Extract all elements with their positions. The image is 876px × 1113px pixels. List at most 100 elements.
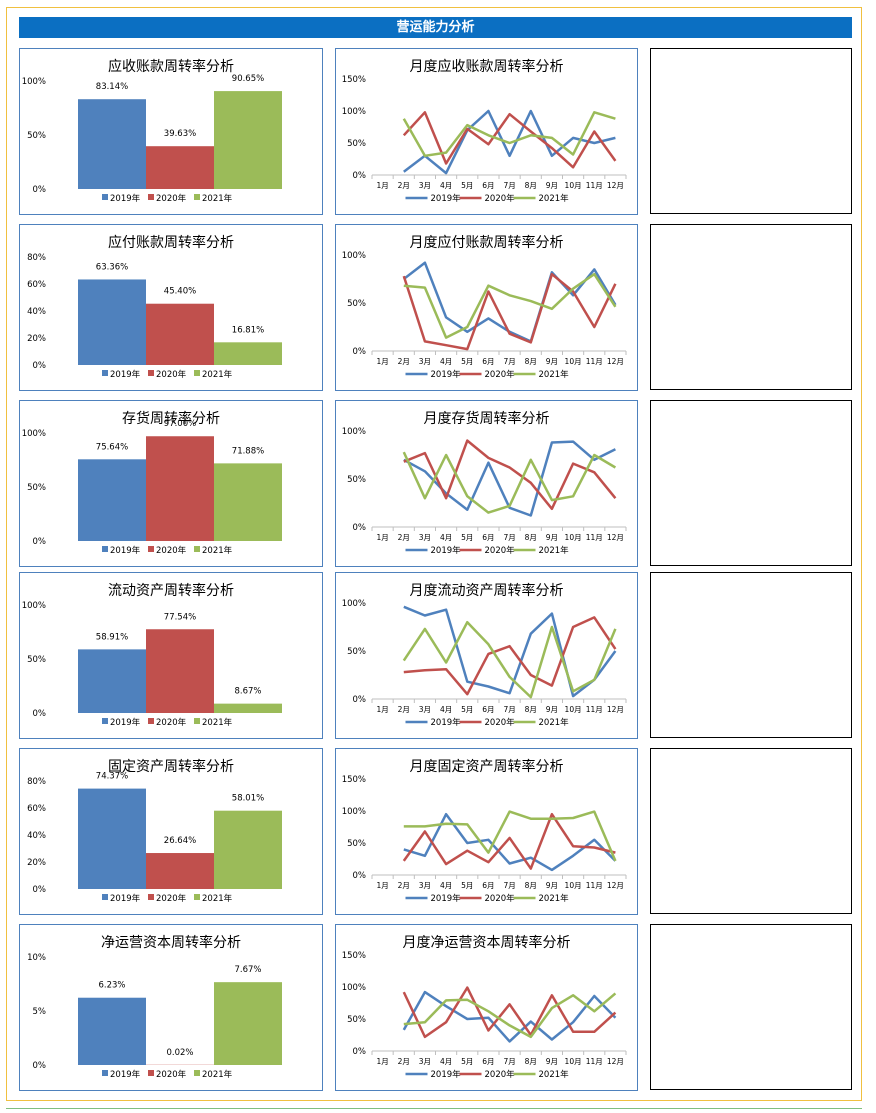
legend-label: 2021年 bbox=[202, 193, 233, 204]
bar bbox=[214, 91, 282, 189]
legend-label: 2020年 bbox=[156, 193, 187, 204]
chart-title: 流动资产周转率分析 bbox=[108, 582, 234, 599]
bar bbox=[214, 810, 282, 889]
x-tick-label: 11月 bbox=[586, 881, 603, 890]
line-chart: 月度流动资产周转率分析 0% 50% 100% 1月 2月 3月 4月 5月 6月 7月 8月 9月 10… bbox=[342, 582, 627, 728]
data-label: 45.40% bbox=[164, 287, 196, 297]
series-line-2021年 bbox=[402, 451, 617, 514]
legend-label: 2020年 bbox=[485, 1069, 516, 1080]
legend-label: 2020年 bbox=[485, 893, 516, 904]
y-tick-label: 50% bbox=[347, 299, 366, 309]
data-label: 71.88% bbox=[232, 446, 264, 456]
x-tick-label: 8月 bbox=[525, 357, 537, 366]
series-line-2019年 bbox=[403, 812, 617, 872]
x-tick-label: 2月 bbox=[398, 705, 410, 714]
legend-swatch bbox=[148, 1070, 154, 1076]
x-tick-label: 6月 bbox=[482, 533, 494, 542]
data-label: 6.23% bbox=[98, 981, 125, 991]
y-tick-label: 60% bbox=[27, 280, 46, 290]
legend-label: 2021年 bbox=[539, 545, 570, 556]
legend-swatch bbox=[102, 1070, 108, 1076]
x-tick-label: 7月 bbox=[503, 705, 515, 714]
x-tick-label: 6月 bbox=[482, 357, 494, 366]
x-tick-label: 8月 bbox=[525, 881, 537, 890]
empty-panel bbox=[650, 924, 852, 1090]
x-tick-label: 8月 bbox=[525, 181, 537, 190]
legend-swatch bbox=[148, 718, 154, 724]
legend-label: 2019年 bbox=[431, 893, 462, 904]
legend-label: 2019年 bbox=[431, 193, 462, 204]
data-label: 74.37% bbox=[96, 772, 128, 782]
chart-title: 月度净运营资本周转率分析 bbox=[403, 934, 571, 951]
bar bbox=[214, 982, 282, 1065]
series-line-2019年 bbox=[403, 261, 617, 343]
x-tick-label: 1月 bbox=[376, 705, 388, 714]
legend-label: 2021年 bbox=[202, 1069, 233, 1080]
data-label: 39.63% bbox=[164, 129, 196, 139]
x-tick-label: 1月 bbox=[376, 881, 388, 890]
y-tick-label: 50% bbox=[27, 655, 46, 665]
legend-swatch bbox=[194, 894, 200, 900]
y-tick-label: 100% bbox=[22, 77, 46, 87]
x-tick-label: 4月 bbox=[440, 533, 452, 542]
legend-label: 2020年 bbox=[156, 893, 187, 904]
chart-title: 月度应付账款周转率分析 bbox=[410, 234, 564, 251]
y-tick-label: 0% bbox=[33, 537, 47, 547]
bar bbox=[78, 649, 146, 713]
series-line-2020年 bbox=[403, 616, 617, 696]
y-tick-label: 100% bbox=[342, 807, 366, 817]
legend-label: 2019年 bbox=[110, 1069, 141, 1080]
x-tick-label: 4月 bbox=[440, 357, 452, 366]
data-label: 16.81% bbox=[232, 325, 264, 335]
legend-label: 2020年 bbox=[156, 717, 187, 728]
x-tick-label: 12月 bbox=[607, 705, 624, 714]
x-tick-label: 6月 bbox=[482, 881, 494, 890]
legend-label: 2019年 bbox=[110, 545, 141, 556]
y-tick-label: 20% bbox=[27, 334, 46, 344]
x-tick-label: 11月 bbox=[586, 705, 603, 714]
series-line-2021年 bbox=[402, 111, 616, 158]
dashboard-frame bbox=[6, 7, 862, 1101]
x-tick-label: 6月 bbox=[482, 1057, 494, 1066]
empty-panel bbox=[650, 48, 852, 214]
x-tick-label: 11月 bbox=[586, 533, 603, 542]
legend-label: 2021年 bbox=[202, 717, 233, 728]
series-line-2021年 bbox=[403, 992, 617, 1039]
legend-swatch bbox=[148, 894, 154, 900]
data-label: 83.14% bbox=[96, 82, 128, 92]
legend-swatch bbox=[148, 194, 154, 200]
data-label: 58.01% bbox=[232, 794, 264, 804]
x-tick-label: 9月 bbox=[546, 705, 558, 714]
bar-chart: 应收账款周转率分析 0% 50% 100% 83.14% 39.63% 90.65% 2019… bbox=[22, 58, 282, 204]
legend-label: 2021年 bbox=[539, 893, 570, 904]
legend-label: 2021年 bbox=[202, 893, 233, 904]
x-tick-label: 2月 bbox=[398, 533, 410, 542]
line-chart: 月度应收账款周转率分析 0% 50% 100% 150% 1月 2月 3月 4月 5月 6月 7月 8月… bbox=[342, 58, 627, 204]
series-line-2021年 bbox=[403, 810, 617, 862]
bar-chart-panel: 应付账款周转率分析 0% 20% 40% 60% 80% 63.36% 45.40% 16.81… bbox=[19, 224, 323, 391]
legend-label: 2020年 bbox=[156, 369, 187, 380]
line-chart-panel: 月度固定资产周转率分析 0% 50% 100% 150% 1月 2月 3月 4月 5月 6月 7月 8月… bbox=[335, 748, 638, 915]
y-tick-label: 0% bbox=[33, 185, 47, 195]
bar bbox=[78, 279, 146, 365]
x-tick-label: 9月 bbox=[546, 1057, 558, 1066]
x-tick-label: 8月 bbox=[525, 705, 537, 714]
x-tick-label: 3月 bbox=[419, 357, 431, 366]
series-line-2020年 bbox=[403, 439, 617, 511]
series-line-2020年 bbox=[402, 272, 617, 351]
legend-label: 2019年 bbox=[110, 717, 141, 728]
x-tick-label: 9月 bbox=[546, 181, 558, 190]
x-tick-label: 5月 bbox=[461, 533, 473, 542]
line-chart-panel: 月度应收账款周转率分析 0% 50% 100% 150% 1月 2月 3月 4月 5月 6月 7月 8月… bbox=[335, 48, 638, 215]
x-tick-label: 3月 bbox=[419, 1057, 431, 1066]
legend-label: 2020年 bbox=[485, 545, 516, 556]
legend-label: 2021年 bbox=[539, 1069, 570, 1080]
legend-label: 2020年 bbox=[485, 369, 516, 380]
x-tick-label: 7月 bbox=[503, 881, 515, 890]
data-label: 77.54% bbox=[164, 612, 196, 622]
line-chart-panel: 月度存货周转率分析 0% 50% 100% 1月 2月 3月 4月 5月 6月 7月 8月 9月 10月 1… bbox=[335, 400, 638, 567]
legend-swatch bbox=[102, 194, 108, 200]
y-tick-label: 60% bbox=[27, 804, 46, 814]
data-label: 63.36% bbox=[96, 262, 128, 272]
y-tick-label: 50% bbox=[347, 839, 366, 849]
